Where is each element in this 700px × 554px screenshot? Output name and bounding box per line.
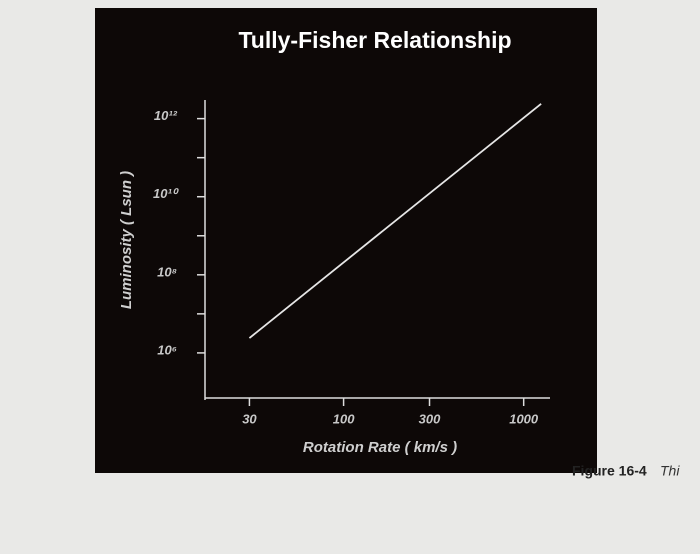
chart-title: Tully-Fisher Relationship xyxy=(238,27,511,53)
y-tick-label: 10⁶ xyxy=(157,342,177,357)
x-tick-label: 100 xyxy=(333,411,355,426)
x-axis-label: Rotation Rate ( km/s ) xyxy=(303,439,457,456)
x-tick-label: 1000 xyxy=(509,411,539,426)
y-tick-label: 10¹² xyxy=(154,108,178,123)
caption-label: Figure 16-4 xyxy=(572,463,647,479)
data-line xyxy=(248,103,542,339)
caption-text: Thi xyxy=(660,463,680,479)
y-tick-label: 10⁸ xyxy=(157,264,177,279)
x-tick-label: 300 xyxy=(419,411,441,426)
chart-panel xyxy=(95,8,597,473)
y-tick-label: 10¹⁰ xyxy=(153,186,180,201)
x-tick-label: 30 xyxy=(242,411,257,426)
y-axis-label: Luminosity ( Lsun ) xyxy=(118,171,135,309)
